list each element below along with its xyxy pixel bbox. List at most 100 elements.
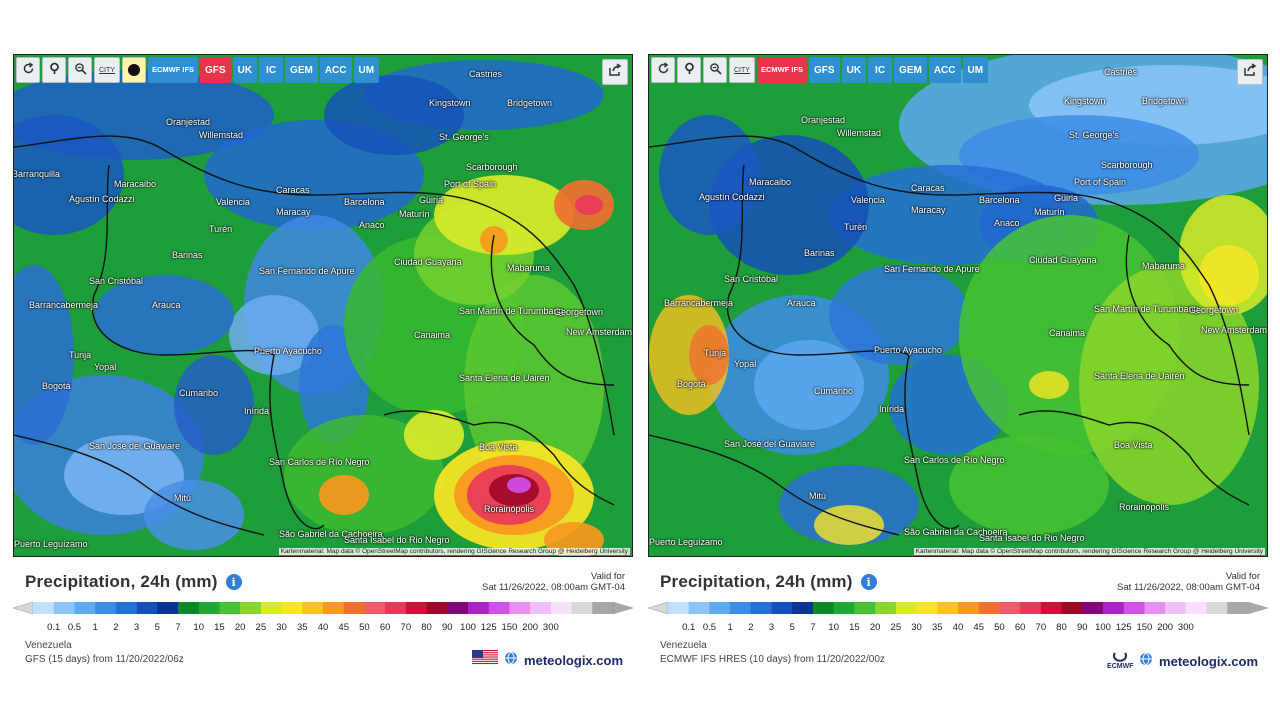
city-label[interactable]: San Martín de Turumbang [459, 306, 564, 316]
city-label[interactable]: Scarborough [1101, 160, 1153, 170]
city-label[interactable]: Maracay [276, 207, 311, 217]
city-label[interactable]: Arauca [152, 300, 181, 310]
city-label[interactable]: Puerto Ayacucho [254, 346, 322, 356]
city-label[interactable]: Bridgetown [507, 98, 553, 108]
city-label[interactable]: Güiria [419, 195, 444, 205]
model-button-gem[interactable]: GEM [894, 57, 927, 83]
city-label[interactable]: Barrancabermeja [664, 298, 734, 308]
city-label[interactable]: Cumaribo [814, 386, 854, 396]
city-label[interactable]: Santa Isabel do Rio Negro [979, 533, 1085, 543]
city-label[interactable]: San Carlos de Río Negro [904, 455, 1005, 465]
model-button-um[interactable]: UM [353, 57, 380, 83]
city-label[interactable]: Maturín [399, 209, 430, 219]
city-label[interactable]: Bogotá [677, 379, 706, 389]
city-label[interactable]: Barcelona [979, 195, 1020, 205]
city-label[interactable]: Barinas [804, 248, 835, 258]
city-label[interactable]: Port of Spain [444, 179, 497, 189]
city-label[interactable]: Rorainópolis [484, 504, 535, 514]
city-label[interactable]: Willemstad [199, 130, 244, 140]
city-label[interactable]: Caracas [276, 185, 310, 195]
city-label[interactable]: Puerto Ayacucho [874, 345, 942, 355]
city-label[interactable]: Turén [209, 224, 233, 234]
city-label[interactable]: Barranquilla [13, 169, 61, 179]
city-label[interactable]: Agustín Codazzi [699, 192, 765, 202]
city-label[interactable]: Barrancabermeja [29, 300, 99, 310]
city-label[interactable]: Canaima [1049, 328, 1086, 338]
city-label[interactable]: Oranjestad [166, 117, 211, 127]
city-label[interactable]: Anaco [359, 220, 385, 230]
city-toggle-button[interactable]: CITY [94, 57, 120, 83]
city-label[interactable]: Bridgetown [1142, 96, 1188, 106]
city-label[interactable]: San Fernando de Apure [884, 264, 980, 274]
city-label[interactable]: Caracas [911, 183, 945, 193]
model-button-ecmwf-ifs[interactable]: ECMWF IFS [147, 57, 199, 83]
city-label[interactable]: Port of Spain [1074, 177, 1127, 187]
city-label[interactable]: Güiria [1054, 193, 1079, 203]
city-label[interactable]: Boa Vista [479, 442, 518, 452]
map-attribution[interactable]: Kartenmaterial: Map data © OpenStreetMap… [913, 548, 1265, 555]
model-button-ecmwf-ifs[interactable]: ECMWF IFS [756, 57, 808, 83]
city-label[interactable]: San Martín de Turumbang [1094, 304, 1199, 314]
city-label[interactable]: Boa Vista [1114, 440, 1153, 450]
city-label[interactable]: Rorainópolis [1119, 502, 1170, 512]
model-button-acc[interactable]: ACC [319, 57, 352, 83]
city-label[interactable]: Santa Elena de Uairén [459, 373, 550, 383]
city-label[interactable]: São Gabriel da Cachoeira [904, 527, 1008, 537]
city-label[interactable]: Santa Isabel do Rio Negro [344, 535, 450, 545]
brand-block[interactable]: ECMWF meteologix.com [1107, 650, 1258, 672]
city-label[interactable]: Arauca [787, 298, 816, 308]
city-label[interactable]: San Cristóbal [724, 274, 779, 284]
model-button-uk[interactable]: UK [232, 57, 258, 83]
city-label[interactable]: Maracay [911, 205, 946, 215]
city-label[interactable]: Valencia [216, 197, 250, 207]
city-label[interactable]: Anaco [994, 218, 1020, 228]
city-label[interactable]: New Amsterdam [1201, 325, 1268, 335]
city-label[interactable]: Tunja [704, 348, 727, 358]
city-label[interactable]: San José del Guaviare [724, 439, 816, 449]
city-label[interactable]: San Cristóbal [89, 276, 144, 286]
city-label[interactable]: Bogotá [42, 381, 71, 391]
city-label[interactable]: Canaima [414, 330, 451, 340]
location-pin-button[interactable] [677, 57, 701, 83]
brand-block[interactable]: meteologix.com [472, 650, 623, 670]
city-label[interactable]: Kingstown [429, 98, 471, 108]
city-label[interactable]: Kingstown [1064, 96, 1106, 106]
city-label[interactable]: Mitú [174, 493, 192, 503]
city-label[interactable]: Valencia [851, 195, 885, 205]
city-label[interactable]: New Amsterdam [566, 327, 633, 337]
city-label[interactable]: Georgetown [1189, 305, 1239, 315]
model-button-uk[interactable]: UK [841, 57, 867, 83]
city-label[interactable]: Maracaibo [114, 179, 157, 189]
info-icon[interactable]: i [225, 574, 242, 590]
zoom-button[interactable] [68, 57, 92, 83]
city-label[interactable]: Castries [1104, 67, 1138, 77]
city-label[interactable]: Scarborough [466, 162, 518, 172]
city-label[interactable]: Mitú [809, 491, 827, 501]
model-button-gfs[interactable]: GFS [809, 57, 840, 83]
city-label[interactable]: São Gabriel da Cachoeira [279, 529, 383, 539]
city-label[interactable]: Maturín [1034, 207, 1065, 217]
city-toggle-button[interactable]: CITY [729, 57, 755, 83]
city-label[interactable]: Puerto Leguízamo [649, 537, 723, 547]
city-label[interactable]: Willemstad [837, 128, 882, 138]
model-button-gfs[interactable]: GFS [200, 57, 231, 83]
zoom-button[interactable] [703, 57, 727, 83]
share-button[interactable] [1237, 59, 1263, 85]
city-label[interactable]: Yopal [94, 362, 117, 372]
city-label[interactable]: Barinas [172, 250, 203, 260]
city-label[interactable]: Mabaruma [1142, 261, 1186, 271]
map-style-button[interactable] [121, 57, 146, 83]
refresh-button[interactable] [651, 57, 675, 83]
city-label[interactable]: Oranjestad [801, 115, 846, 125]
city-label[interactable]: St. George's [1069, 130, 1119, 140]
city-label[interactable]: Puerto Leguízamo [14, 539, 88, 549]
city-label[interactable]: Santa Elena de Uairén [1094, 371, 1185, 381]
city-label[interactable]: Turén [844, 222, 868, 232]
city-label[interactable]: Tunja [69, 350, 92, 360]
location-pin-button[interactable] [42, 57, 66, 83]
share-button[interactable] [602, 59, 628, 85]
refresh-button[interactable] [16, 57, 40, 83]
city-label[interactable]: San Carlos de Río Negro [269, 457, 370, 467]
city-label[interactable]: Ciudad Guayana [1029, 255, 1097, 265]
city-label[interactable]: Castries [469, 69, 503, 79]
